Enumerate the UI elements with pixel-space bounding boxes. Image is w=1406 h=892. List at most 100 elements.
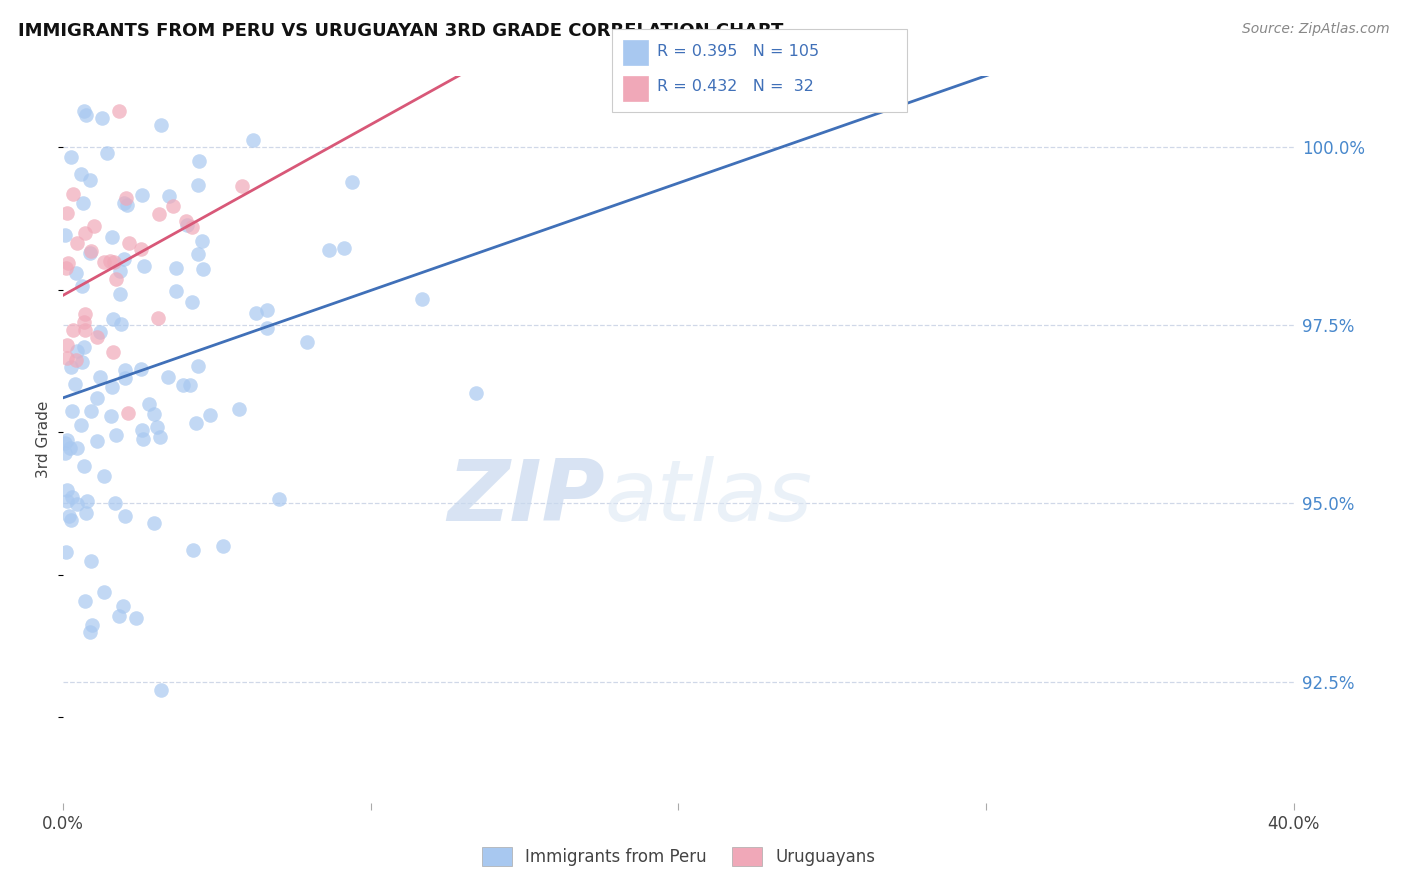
Point bbox=[149, 683, 172, 698]
Point bbox=[70, 355, 93, 369]
Point bbox=[114, 363, 136, 377]
Point bbox=[157, 188, 180, 202]
Point bbox=[131, 188, 153, 202]
Point bbox=[191, 234, 214, 248]
Point bbox=[157, 369, 180, 384]
Point bbox=[53, 446, 76, 460]
Point bbox=[70, 279, 93, 293]
Point bbox=[186, 359, 208, 373]
Point bbox=[242, 133, 264, 147]
Point bbox=[267, 492, 290, 507]
Point bbox=[89, 326, 111, 340]
Point bbox=[66, 343, 89, 358]
Point bbox=[66, 441, 89, 455]
Point bbox=[66, 236, 89, 251]
Point bbox=[465, 385, 488, 400]
Point bbox=[104, 496, 127, 510]
Point bbox=[86, 330, 108, 344]
Point bbox=[146, 419, 169, 434]
Point bbox=[58, 509, 80, 524]
Point bbox=[60, 513, 83, 527]
Point bbox=[69, 168, 91, 182]
Point bbox=[55, 260, 77, 275]
Point bbox=[75, 506, 97, 520]
Point bbox=[55, 494, 77, 508]
Point bbox=[60, 490, 83, 504]
Point bbox=[295, 335, 318, 350]
Point bbox=[83, 219, 105, 234]
Point bbox=[55, 338, 77, 352]
Point bbox=[93, 254, 115, 268]
Point bbox=[60, 404, 83, 418]
Point bbox=[138, 397, 160, 411]
Point bbox=[110, 263, 132, 277]
Point bbox=[98, 253, 121, 268]
Point bbox=[53, 227, 76, 242]
Point bbox=[59, 441, 82, 455]
Point bbox=[228, 401, 250, 416]
Point bbox=[112, 252, 135, 266]
Point bbox=[110, 287, 132, 301]
Point bbox=[172, 378, 194, 392]
Point bbox=[142, 407, 165, 421]
Point bbox=[73, 340, 96, 354]
Point bbox=[62, 323, 84, 337]
Point bbox=[174, 213, 197, 227]
Point bbox=[411, 292, 433, 306]
Point bbox=[103, 255, 125, 269]
Point bbox=[86, 434, 108, 449]
Point bbox=[91, 111, 114, 125]
Point bbox=[186, 416, 208, 430]
Point bbox=[148, 207, 170, 221]
Point bbox=[79, 173, 101, 187]
Y-axis label: 3rd Grade: 3rd Grade bbox=[37, 401, 52, 478]
Point bbox=[256, 303, 278, 318]
Point bbox=[100, 379, 122, 393]
Point bbox=[198, 408, 221, 422]
Point bbox=[245, 305, 267, 319]
Legend: Immigrants from Peru, Uruguayans: Immigrants from Peru, Uruguayans bbox=[474, 838, 883, 874]
Point bbox=[132, 259, 155, 273]
Point bbox=[149, 430, 172, 444]
Point bbox=[65, 266, 87, 280]
Point bbox=[80, 618, 103, 632]
Point bbox=[79, 244, 101, 258]
Point bbox=[318, 243, 340, 257]
Point bbox=[65, 376, 87, 391]
Point bbox=[176, 218, 198, 232]
Point bbox=[112, 195, 135, 210]
Point bbox=[73, 459, 96, 474]
Text: Source: ZipAtlas.com: Source: ZipAtlas.com bbox=[1241, 22, 1389, 37]
Point bbox=[80, 554, 103, 568]
Point bbox=[104, 427, 127, 442]
Point bbox=[148, 311, 170, 326]
Point bbox=[101, 229, 124, 244]
Point bbox=[117, 198, 139, 212]
Point bbox=[112, 599, 135, 613]
Point bbox=[129, 362, 152, 376]
Point bbox=[132, 432, 155, 446]
Point bbox=[231, 178, 253, 193]
Point bbox=[117, 406, 139, 420]
Point bbox=[86, 392, 108, 406]
Point bbox=[187, 246, 209, 260]
Point bbox=[101, 311, 124, 326]
Point bbox=[53, 436, 76, 450]
Point bbox=[65, 353, 87, 368]
Point bbox=[101, 345, 124, 359]
Point bbox=[179, 378, 201, 392]
Point bbox=[165, 285, 187, 299]
Text: IMMIGRANTS FROM PERU VS URUGUAYAN 3RD GRADE CORRELATION CHART: IMMIGRANTS FROM PERU VS URUGUAYAN 3RD GR… bbox=[18, 22, 783, 40]
Point bbox=[131, 424, 153, 438]
Point bbox=[104, 272, 127, 286]
Point bbox=[114, 192, 136, 206]
Point bbox=[162, 199, 184, 213]
Point bbox=[181, 294, 204, 309]
Point bbox=[89, 370, 111, 384]
Point bbox=[75, 108, 97, 122]
Point bbox=[79, 625, 101, 640]
Point bbox=[72, 104, 94, 119]
Point bbox=[125, 611, 148, 625]
Point bbox=[59, 359, 82, 374]
Text: ZIP: ZIP bbox=[447, 456, 605, 539]
